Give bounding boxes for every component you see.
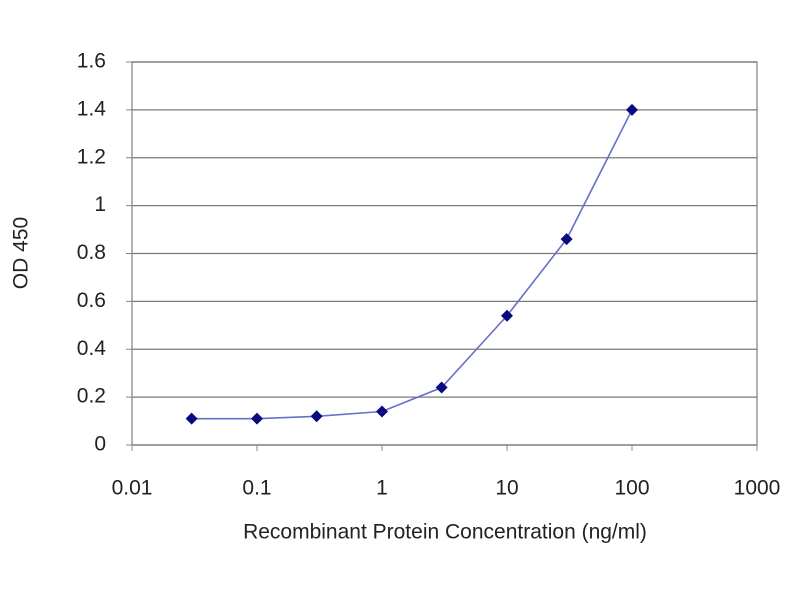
y-tick-label: 1.2 — [77, 145, 106, 168]
data-line — [191, 109, 633, 420]
data-point — [185, 412, 198, 425]
x-axis-title: Recombinant Protein Concentration (ng/ml… — [243, 521, 647, 544]
x-tick-label: 1 — [376, 477, 388, 500]
y-tick-label: 1.4 — [77, 97, 107, 120]
data-point — [376, 405, 388, 418]
data-point — [251, 412, 263, 425]
x-tick-label: 0.01 — [112, 477, 153, 500]
y-tick-label: 0.4 — [77, 337, 107, 360]
y-tick-label: 0.2 — [77, 385, 106, 408]
x-tick-label: 100 — [614, 477, 649, 500]
data-point — [626, 103, 638, 116]
data-point — [560, 233, 573, 246]
y-tick-label: 0 — [94, 433, 106, 456]
y-tick-label: 0.6 — [77, 289, 106, 312]
data-point — [435, 381, 448, 394]
y-tick-label: 0.8 — [77, 241, 106, 264]
x-tick-label: 0.1 — [242, 477, 271, 500]
y-axis-title: OD 450 — [10, 217, 33, 289]
x-tick-label: 10 — [495, 477, 518, 500]
y-tick-label: 1.6 — [77, 50, 106, 73]
x-tick-label: 1000 — [734, 477, 781, 500]
y-tick-label: 1 — [94, 193, 106, 216]
data-point — [310, 410, 323, 423]
data-point — [501, 309, 513, 322]
